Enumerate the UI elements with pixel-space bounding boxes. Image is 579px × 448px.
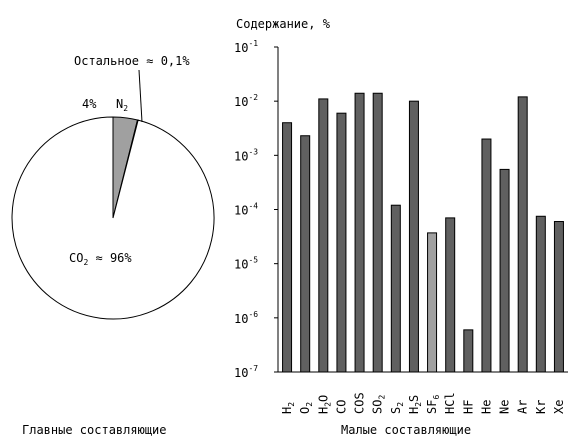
pie-slice bbox=[11, 116, 215, 320]
x-tick-label: S2 bbox=[389, 402, 405, 414]
bar bbox=[553, 221, 564, 373]
y-tick-label: 10-2 bbox=[234, 93, 258, 109]
x-tick-label: H2S bbox=[407, 395, 423, 414]
x-tick-label: H2 bbox=[280, 402, 296, 414]
x-tick-label: CO bbox=[334, 400, 348, 414]
y-tick-label: 10-7 bbox=[234, 364, 258, 380]
pie-caption: Главные составляющие bbox=[22, 423, 167, 437]
bar bbox=[390, 204, 401, 373]
x-tick-label: SO2 bbox=[371, 395, 387, 414]
pie-label-rest: Остальное ≈ 0,1% bbox=[74, 54, 190, 68]
bar-caption: Малые составляющие bbox=[341, 423, 472, 437]
bar bbox=[427, 232, 438, 373]
bar-ylabel: Содержание, % bbox=[236, 17, 330, 31]
pie-label-n2: N2 bbox=[116, 97, 128, 113]
bar bbox=[408, 100, 419, 373]
y-tick-label: 10-4 bbox=[234, 202, 258, 218]
bar bbox=[318, 98, 329, 373]
bar bbox=[445, 217, 456, 373]
bar bbox=[499, 168, 510, 373]
y-tick-label: 10-3 bbox=[234, 147, 258, 163]
bar bbox=[336, 112, 347, 373]
x-tick-label: SF6 bbox=[425, 395, 441, 414]
pie-leader-line bbox=[138, 69, 143, 123]
bar bbox=[354, 92, 365, 373]
x-tick-label: H2O bbox=[316, 395, 332, 414]
bar bbox=[282, 122, 293, 373]
bar bbox=[300, 135, 311, 373]
bar bbox=[535, 215, 546, 373]
x-tick-label: Ne bbox=[498, 400, 512, 414]
pie-chart: Остальное ≈ 0,1% 4% N2 CO2 ≈ 96% bbox=[11, 54, 215, 320]
bar bbox=[372, 92, 383, 373]
bar bbox=[463, 329, 474, 373]
y-tick-label: 10-6 bbox=[234, 310, 258, 326]
x-tick-label: HCl bbox=[443, 392, 457, 414]
pie-label-n2-percent: 4% bbox=[82, 97, 97, 111]
y-tick-label: 10-5 bbox=[234, 256, 258, 272]
bar bbox=[481, 138, 492, 373]
pie-label-co2: CO2 ≈ 96% bbox=[69, 251, 132, 267]
x-tick-label: HF bbox=[461, 400, 475, 414]
x-tick-label: COS bbox=[353, 392, 367, 414]
x-tick-label: He bbox=[479, 400, 493, 414]
y-tick-label: 10-1 bbox=[234, 39, 258, 55]
x-tick-label: O2 bbox=[298, 402, 314, 414]
x-tick-label: Ar bbox=[516, 400, 530, 414]
x-tick-label: Kr bbox=[534, 400, 548, 414]
x-tick-label: Xe bbox=[552, 400, 566, 414]
bar bbox=[517, 96, 528, 373]
